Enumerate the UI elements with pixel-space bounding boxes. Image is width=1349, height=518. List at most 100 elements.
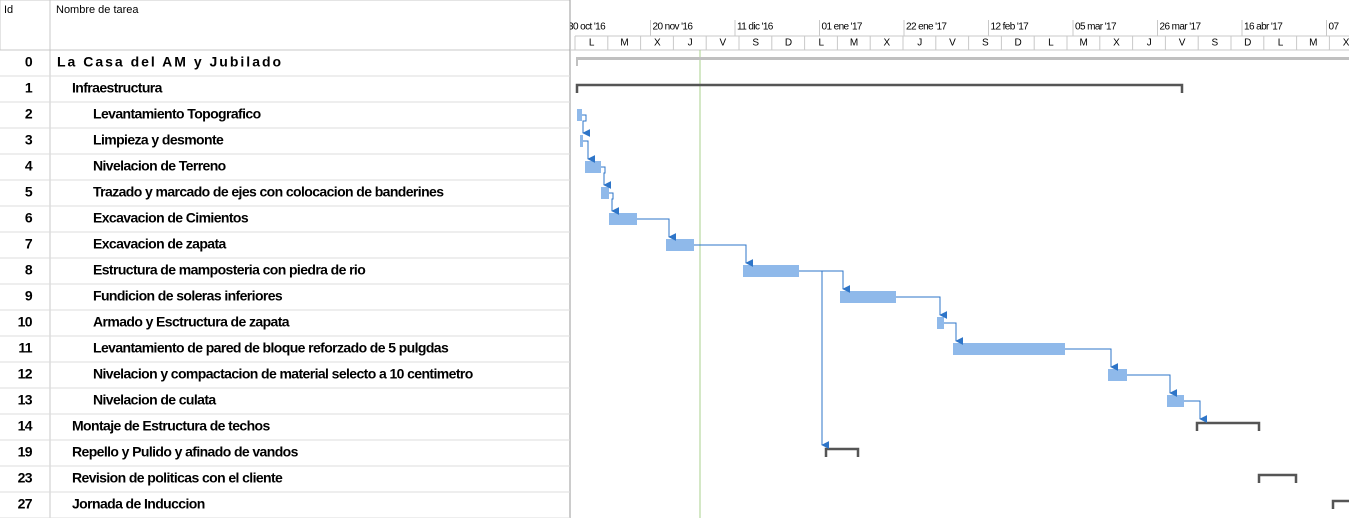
- timescale-day: S: [982, 38, 989, 49]
- task-bar: [1108, 369, 1127, 381]
- timescale-day: X: [1343, 38, 1349, 49]
- task-name: La Casa del AM y Jubilado: [57, 54, 283, 70]
- task-name: Armado y Esctructura de zapata: [93, 314, 290, 330]
- dependency-link: [1127, 374, 1178, 397]
- task-name: Excavacion de Cimientos: [93, 210, 249, 226]
- timescale-date: 05 mar '17: [1075, 22, 1117, 33]
- task-id: 3: [25, 132, 33, 148]
- task-id: 2: [25, 106, 33, 122]
- dependency-link: [1065, 348, 1119, 371]
- timescale-day: M: [620, 38, 628, 49]
- task-bar: [953, 343, 1065, 355]
- timescale-date: 12 feb '17: [991, 22, 1030, 33]
- task-name: Fundicion de soleras inferiores: [93, 288, 283, 304]
- task-id: 4: [25, 158, 33, 174]
- timescale-day: L: [1048, 38, 1054, 49]
- timescale-date: 22 ene '17: [906, 22, 947, 33]
- name-column: La Casa del AM y Jubilado Infraestructura…: [57, 54, 473, 512]
- task-bar: [601, 187, 609, 199]
- id-header: Id: [4, 4, 13, 16]
- timescale-day: D: [1244, 38, 1251, 49]
- timescale-date: 30 oct '16: [568, 22, 606, 33]
- task-name: Limpieza y desmonte: [93, 132, 224, 148]
- summary-bar: [824, 447, 860, 457]
- timescale-day: V: [720, 38, 727, 49]
- summary-bar: [575, 83, 1184, 93]
- task-bar: [743, 265, 799, 277]
- timescale-day: V: [949, 38, 956, 49]
- timescale-day: L: [819, 38, 825, 49]
- timescale-day: M: [1309, 38, 1317, 49]
- timescale-day: L: [1278, 38, 1284, 49]
- task-name: Levantamiento de pared de bloque reforza…: [93, 340, 449, 356]
- task-id: 13: [18, 392, 33, 408]
- task-name: Trazado y marcado de ejes con colocacion…: [93, 184, 444, 200]
- task-bar: [840, 291, 896, 303]
- timescale-date: 11 dic '16: [737, 22, 774, 33]
- timescale-day: J: [917, 38, 922, 49]
- project-summary-bar: [577, 57, 1349, 60]
- timescale-day: D: [785, 38, 792, 49]
- task-name: Montaje de Estructura de techos: [72, 418, 270, 434]
- dependency-link: [583, 140, 596, 163]
- task-name: Jornada de Induccion: [72, 496, 205, 512]
- timescale-day: J: [688, 38, 693, 49]
- task-bar: [1167, 395, 1184, 407]
- task-id: 1: [25, 80, 33, 96]
- name-header: Nombre de tarea: [56, 4, 139, 16]
- dependency-link: [609, 192, 620, 215]
- task-name: Nivelacion y compactacion de material se…: [93, 366, 473, 382]
- task-id: 6: [25, 210, 33, 226]
- task-bar: [609, 213, 637, 225]
- task-name: Repello y Pulido y afinado de vandos: [72, 444, 299, 460]
- task-name: Estructura de mamposteria con piedra de …: [93, 262, 365, 278]
- task-id: 0: [25, 54, 33, 70]
- dependency-link: [896, 296, 948, 319]
- task-name: Nivelacion de Terreno: [93, 158, 226, 174]
- dependency-link: [601, 166, 612, 189]
- dependency-link: [694, 244, 754, 267]
- timescale-date: 26 mar '17: [1160, 22, 1202, 33]
- task-name: Infraestructura: [72, 80, 163, 96]
- task-id: 10: [18, 314, 33, 330]
- timescale-day: X: [654, 38, 661, 49]
- task-bar: [585, 161, 601, 173]
- timescale-date: 20 nov '16: [653, 22, 694, 33]
- dependency-link: [799, 270, 851, 293]
- task-name: Levantamiento Topografico: [93, 106, 261, 122]
- dependency-link: [582, 114, 591, 137]
- summary-bar: [1331, 499, 1349, 509]
- task-id: 23: [18, 470, 33, 486]
- timescale-date: 01 ene '17: [822, 22, 863, 33]
- dependency-link: [799, 270, 830, 449]
- timescale-day: M: [850, 38, 858, 49]
- dependency-link: [1184, 400, 1208, 423]
- timescale-day: V: [1179, 38, 1186, 49]
- timescale-day: X: [1113, 38, 1120, 49]
- task-bar: [580, 135, 583, 147]
- summary-bar: [1195, 421, 1261, 431]
- task-id: 12: [18, 366, 33, 382]
- table-header: [0, 0, 571, 51]
- timescale-day: X: [884, 38, 891, 49]
- task-id: 9: [25, 288, 33, 304]
- timescale-day: S: [1212, 38, 1219, 49]
- timescale-date: 07: [1329, 22, 1340, 33]
- summary-bar: [1257, 473, 1298, 483]
- task-id: 11: [18, 340, 32, 356]
- task-bar: [937, 317, 944, 329]
- task-id: 19: [18, 444, 33, 460]
- dependency-link: [944, 322, 964, 345]
- task-id: 27: [18, 496, 33, 512]
- task-id: 14: [18, 418, 33, 434]
- timescale-day: L: [589, 38, 595, 49]
- timescale-day: M: [1080, 38, 1088, 49]
- timescale-date: 16 abr '17: [1244, 22, 1283, 33]
- task-bar: [577, 109, 582, 121]
- timescale-day: S: [752, 38, 759, 49]
- timescale-day: D: [1014, 38, 1021, 49]
- task-name: Revision de politicas con el cliente: [72, 470, 283, 486]
- task-bar: [666, 239, 694, 251]
- task-id: 5: [25, 184, 33, 200]
